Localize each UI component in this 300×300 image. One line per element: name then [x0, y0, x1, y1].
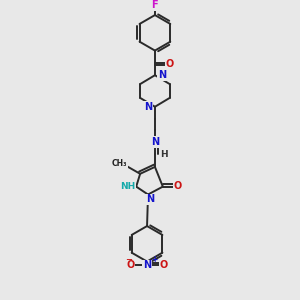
Text: H: H — [160, 150, 168, 159]
Text: O: O — [126, 260, 134, 269]
Text: O: O — [166, 59, 174, 69]
Text: F: F — [152, 0, 158, 10]
Text: O: O — [173, 181, 182, 190]
Text: NH: NH — [120, 182, 135, 191]
Text: −: − — [125, 254, 132, 263]
Text: N: N — [151, 137, 159, 147]
Text: N: N — [158, 70, 166, 80]
Text: CH₃: CH₃ — [112, 159, 127, 168]
Text: O: O — [160, 260, 168, 269]
Text: N: N — [144, 102, 152, 112]
Text: N: N — [143, 260, 151, 271]
Text: N: N — [146, 194, 154, 204]
Text: +: + — [151, 254, 157, 263]
